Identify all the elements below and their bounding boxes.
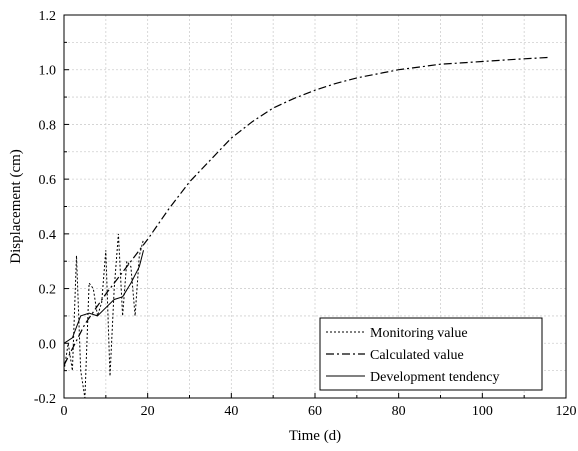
- y-tick-label: 0.2: [39, 283, 57, 298]
- x-tick-label: 80: [392, 404, 406, 419]
- x-tick-label: 40: [224, 404, 238, 419]
- series-line-monitoring-value: [63, 233, 144, 399]
- y-tick-label: 1.0: [39, 64, 57, 79]
- y-tick-label: 0.8: [39, 118, 57, 133]
- series-group: [63, 56, 550, 399]
- x-tick-label: 0: [61, 404, 68, 419]
- series-line-calculated-value: [63, 56, 550, 366]
- y-tick-label: 0.0: [39, 337, 57, 352]
- x-tick-label: 100: [472, 404, 493, 419]
- y-tick-label: -0.2: [34, 392, 56, 407]
- legend-label-monitoring: Monitoring value: [370, 326, 468, 341]
- y-tick-label: 0.6: [39, 173, 57, 188]
- y-tick-label: 0.4: [39, 228, 57, 243]
- x-tick-label: 60: [308, 404, 322, 419]
- legend-box: [319, 317, 543, 391]
- x-axis-title: Time (d): [289, 428, 341, 444]
- legend: Monitoring value Calculated value Develo…: [319, 317, 543, 391]
- legend-label-calculated: Calculated value: [370, 348, 464, 363]
- series-line-development-tendency: [63, 250, 144, 344]
- y-tick-label: 1.2: [39, 9, 57, 24]
- legend-label-tendency: Development tendency: [370, 370, 499, 385]
- x-tick-label: 120: [556, 404, 577, 419]
- axis-ticks: 0 20 40 60 80 100 120 -0.2 0.0 0.2 0.4 0.6 0.8 1.0 1.2: [34, 9, 577, 419]
- y-axis-title: Displacement (cm): [8, 149, 24, 264]
- x-tick-label: 20: [141, 404, 155, 419]
